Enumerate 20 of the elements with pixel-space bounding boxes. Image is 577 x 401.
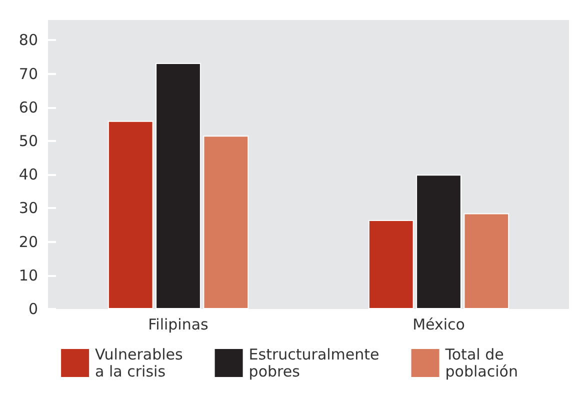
x-tick-label: Filipinas (148, 316, 209, 334)
bar (416, 174, 462, 309)
y-tick-label: 10 (18, 266, 38, 284)
bar (368, 220, 414, 309)
y-tick-label: 40 (18, 166, 38, 184)
y-tick-label: 20 (18, 232, 38, 251)
x-tick-label: México (412, 316, 465, 334)
y-tick-label: 0 (28, 300, 38, 318)
y-tick-label: 60 (18, 98, 38, 116)
y-tick-label: 70 (18, 64, 38, 83)
bar (203, 136, 249, 309)
bar (156, 63, 201, 309)
y-tick-label: 50 (18, 132, 38, 150)
legend-label: Vulnerables a la crisis (95, 346, 183, 380)
bar (464, 213, 510, 309)
y-tick-label: 80 (18, 31, 38, 50)
y-tick-label: 30 (18, 199, 38, 218)
legend-label: Total de población (444, 346, 518, 380)
legend-label: Estructuralmente pobres (248, 346, 380, 380)
bar (108, 120, 154, 309)
